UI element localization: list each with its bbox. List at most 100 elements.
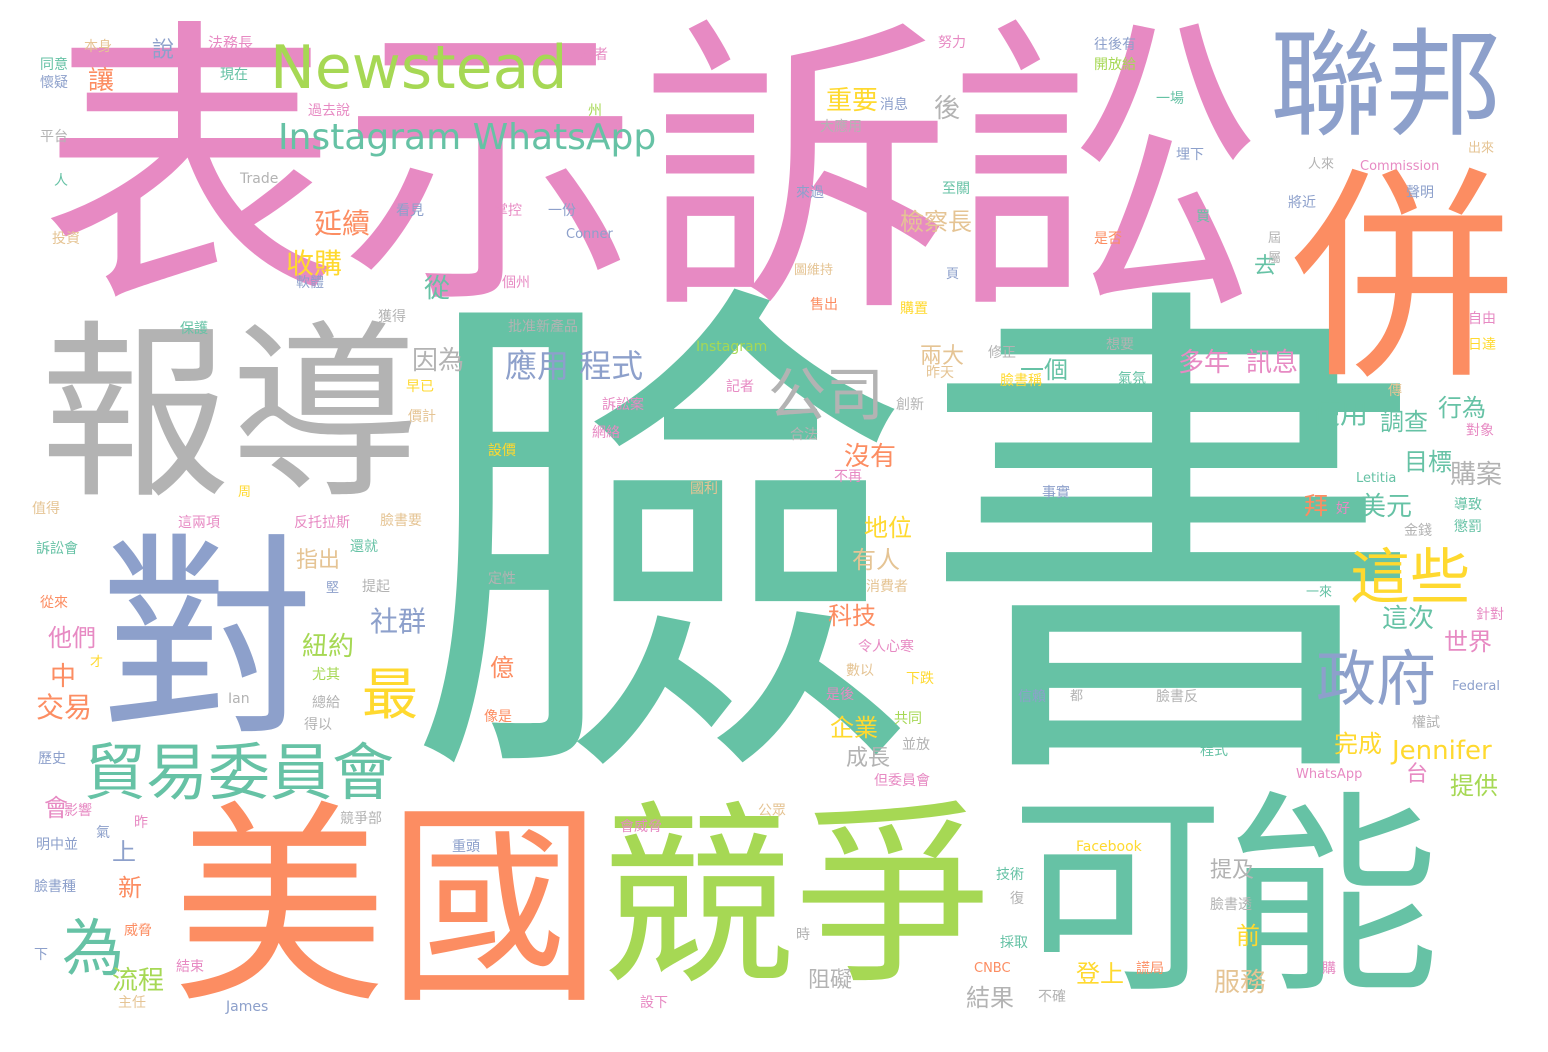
word: Jennifer — [1392, 738, 1492, 764]
word: 軟體 — [296, 276, 324, 290]
word-text: 埋下 — [1176, 147, 1204, 163]
word: 人 — [54, 174, 68, 188]
word-text: 傳 — [1388, 383, 1402, 399]
word: 金錢 — [1404, 524, 1432, 538]
word: 臉書反 — [1156, 690, 1198, 704]
word-text: 一來 — [1306, 585, 1333, 600]
word: 這兩項 — [178, 516, 220, 530]
word-text: 下跌 — [906, 671, 934, 687]
word: 權試 — [1412, 716, 1440, 730]
word: 時 — [796, 928, 810, 942]
word-text: 自由 — [1468, 311, 1496, 327]
word: 過去說 — [308, 104, 350, 118]
word-text: 重要 — [826, 86, 879, 116]
word-text: 臉書稱 — [1000, 373, 1042, 389]
word: 得以 — [304, 718, 332, 732]
word: 多年 — [1178, 350, 1230, 376]
word: 公眾 — [758, 804, 786, 818]
word-text: 不確 — [1038, 989, 1066, 1005]
word-text: Facebook — [1076, 839, 1142, 855]
word: 前 — [1236, 924, 1260, 948]
word-text: 延續 — [314, 207, 371, 240]
word: 程式 — [1200, 744, 1228, 758]
word-text: 沒有 — [844, 442, 897, 472]
word: Newstead — [270, 38, 567, 98]
word: 自由 — [1468, 312, 1496, 326]
word-text: 消息 — [880, 97, 908, 113]
word-text: 現在 — [220, 67, 248, 83]
word-text: 臉書 — [408, 250, 1428, 843]
word-text: 都 — [1070, 689, 1084, 704]
word: 設價 — [488, 444, 516, 458]
word-text: 價計 — [408, 409, 436, 425]
word: 他們 — [48, 626, 96, 650]
word: 共同 — [894, 712, 922, 726]
word: 美元 — [1360, 494, 1412, 520]
word-text: Jennifer — [1392, 736, 1492, 766]
word: 修正 — [988, 346, 1016, 360]
word-text: 從來 — [40, 595, 68, 611]
word: 這些 — [1350, 548, 1470, 608]
word: 購 — [1322, 962, 1336, 976]
word-text: 歷史 — [38, 751, 66, 767]
word: 公司 — [768, 366, 884, 424]
word: 獲得 — [378, 310, 406, 324]
word: 買 — [1196, 210, 1210, 224]
word: 流程 — [112, 968, 164, 994]
word: 目標 — [1404, 450, 1452, 474]
word: 個州 — [502, 276, 530, 290]
word-text: 檢察長 — [900, 208, 972, 236]
word-text: 社群 — [370, 605, 427, 638]
word-text: 影響 — [64, 803, 92, 819]
word-text: 臉書要 — [380, 513, 422, 529]
word: 檢察長 — [900, 210, 972, 234]
word: 重要 — [826, 88, 878, 114]
word-text: 紐約 — [302, 632, 355, 662]
word-text: 像是 — [484, 709, 512, 725]
word-text: 堅 — [326, 581, 340, 596]
word-text: 上 — [112, 838, 136, 866]
word: 指出 — [296, 550, 340, 572]
word: 上 — [112, 840, 136, 864]
word-text: 反托拉斯 — [294, 515, 350, 531]
word-text: 購 — [1322, 961, 1336, 977]
word: 拜 — [1304, 494, 1328, 518]
word-text: Trade — [240, 171, 279, 187]
word: 聲明 — [1406, 186, 1434, 200]
word-text: 明中並 — [36, 837, 78, 853]
word: 兩大 — [920, 346, 964, 368]
word-text: 頁 — [946, 267, 960, 282]
word: 購置 — [900, 302, 928, 316]
word-text: 批准新產品 — [508, 319, 578, 335]
word: 好 — [1336, 502, 1350, 516]
word-text: 交易 — [36, 691, 93, 724]
word-text: 售出 — [810, 297, 838, 313]
word: 屆 — [1268, 232, 1281, 245]
word-text: 屆 — [1268, 231, 1282, 246]
word-text: 掌控 — [494, 203, 522, 219]
word-text: 他們 — [48, 624, 96, 652]
word: 新 — [118, 876, 142, 900]
word: Letitia — [1356, 472, 1396, 485]
word-text: 表示 — [40, 0, 640, 344]
word-text: 臉書透 — [1210, 897, 1252, 913]
word-text: 億 — [490, 654, 514, 682]
word: 周 — [238, 486, 251, 499]
word-text: 兩大 — [920, 344, 965, 369]
word-text: 多年 — [1178, 348, 1231, 378]
word: 法務長 — [208, 36, 253, 51]
word: 訴訟會 — [36, 542, 78, 556]
word: Commission — [1360, 160, 1439, 173]
word: 謊局 — [1136, 962, 1164, 976]
word-text: CNBC — [974, 961, 1011, 976]
word-text: 併 — [1290, 149, 1515, 411]
word: 說 — [152, 40, 174, 62]
word: 訴訟案 — [602, 398, 644, 412]
word: 明中並 — [36, 838, 78, 852]
word-text: 州 — [588, 103, 602, 119]
word: 懲罰 — [1454, 520, 1482, 534]
word: 現在 — [220, 68, 248, 82]
word-text: 提起 — [362, 579, 390, 595]
word-text: 總給 — [312, 695, 340, 711]
word-text: 信賴 — [1018, 689, 1046, 705]
